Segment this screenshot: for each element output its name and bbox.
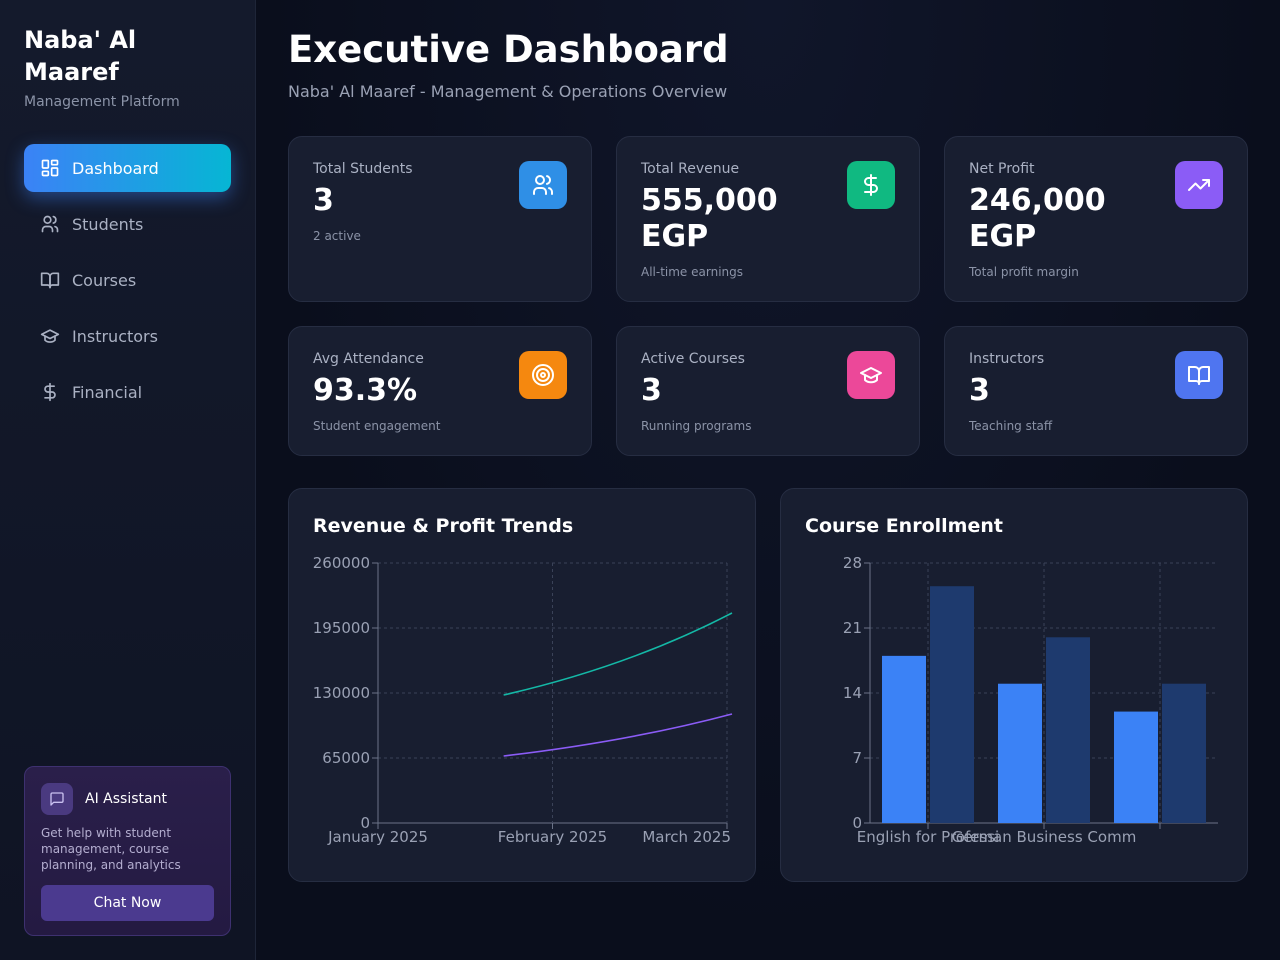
graduation-cap-icon: [40, 329, 60, 343]
stat-card-instructors: Instructors 3 Teaching staff: [944, 326, 1248, 456]
y-tick-label: 28: [843, 554, 862, 572]
sidebar-item-courses[interactable]: Courses: [24, 256, 231, 304]
stat-card-avg-attendance: Avg Attendance 93.3% Student engagement: [288, 326, 592, 456]
target-icon: [519, 351, 567, 399]
y-tick-label: 260000: [313, 554, 370, 572]
ai-assistant-header: AI Assistant: [41, 783, 214, 815]
graduation-cap-icon: [847, 351, 895, 399]
page-subtitle: Naba' Al Maaref - Management & Operation…: [288, 82, 728, 101]
x-tick-label: March 2025: [642, 828, 731, 846]
sidebar: Naba' Al Maaref Management Platform Dash…: [0, 0, 256, 960]
bar: [1162, 683, 1206, 823]
series-line-1: [503, 713, 733, 757]
stat-note: All-time earnings: [641, 265, 744, 279]
book-icon: [40, 272, 60, 289]
sidebar-item-label: Instructors: [72, 326, 158, 346]
sidebar-item-dashboard[interactable]: Dashboard: [24, 144, 231, 192]
stat-value: 246,000 EGP: [969, 183, 1106, 254]
sidebar-item-instructors[interactable]: Instructors: [24, 312, 231, 360]
course-enrollment-chart-card: Course Enrollment 0 7 14 21 28 English for Pr…: [780, 488, 1248, 882]
stat-note: Total profit margin: [969, 265, 1079, 279]
page-title: Executive Dashboard: [288, 28, 729, 71]
stat-note: Teaching staff: [969, 419, 1053, 433]
stat-value: 555,000 EGP: [641, 183, 778, 254]
stat-card-total-revenue: Total Revenue 555,000 EGP All-time earni…: [616, 136, 920, 302]
ai-assistant-title: AI Assistant: [85, 791, 167, 807]
x-tick-label: January 2025: [327, 828, 428, 846]
dollar-icon: [44, 382, 56, 402]
stat-label: Instructors: [969, 351, 1045, 367]
sidebar-item-financial[interactable]: Financial: [24, 368, 231, 416]
dollar-icon: [847, 161, 895, 209]
sidebar-item-label: Students: [72, 214, 144, 234]
x-tick-label: German Business Comm: [952, 828, 1137, 846]
stat-card-total-students: Total Students 3 2 active: [288, 136, 592, 302]
main-content: Executive Dashboard Naba' Al Maaref - Ma…: [256, 0, 1280, 960]
chart-title: Revenue & Profit Trends: [313, 515, 574, 537]
chat-icon: [41, 783, 73, 815]
stat-label: Total Revenue: [641, 161, 740, 177]
sidebar-nav: Dashboard Students Courses Instructors F…: [24, 144, 231, 424]
bar: [1046, 637, 1090, 823]
sidebar-item-label: Courses: [72, 270, 137, 290]
sidebar-item-students[interactable]: Students: [24, 200, 231, 248]
stat-note: Student engagement: [313, 419, 441, 433]
series-line-0: [503, 612, 733, 696]
brand-title: Naba' Al Maaref: [24, 26, 137, 86]
users-icon: [41, 215, 59, 233]
y-tick-label: 130000: [313, 684, 370, 702]
trending-up-icon: [1175, 161, 1223, 209]
sidebar-item-label: Dashboard: [72, 158, 159, 178]
book-icon: [1175, 351, 1223, 399]
brand-subtitle: Management Platform: [24, 94, 180, 110]
x-tick-label: English for Professi: [857, 828, 999, 846]
y-tick-label: 14: [843, 684, 862, 702]
stat-value: 3: [313, 183, 334, 218]
revenue-profit-chart-card: Revenue & Profit Trends 0 65000 130000 1950…: [288, 488, 756, 882]
ai-assistant-description: Get help with student management, course…: [41, 826, 181, 872]
stat-value: 3: [969, 373, 990, 408]
stat-card-net-profit: Net Profit 246,000 EGP Total profit marg…: [944, 136, 1248, 302]
stat-note: 2 active: [313, 229, 361, 243]
stat-value: 3: [641, 373, 662, 408]
y-tick-label: 195000: [313, 619, 370, 637]
stat-label: Net Profit: [969, 161, 1035, 177]
y-tick-label: 65000: [322, 749, 370, 767]
stat-value: 93.3%: [313, 373, 418, 408]
ai-assistant-panel: AI Assistant Get help with student manag…: [24, 766, 231, 936]
y-tick-label: 21: [843, 619, 862, 637]
x-tick-label: February 2025: [498, 828, 607, 846]
stat-label: Avg Attendance: [313, 351, 424, 367]
stat-note: Running programs: [641, 419, 752, 433]
chat-now-button[interactable]: Chat Now: [41, 885, 214, 921]
brand: Naba' Al Maaref Management Platform: [24, 24, 224, 110]
dashboard-icon: [41, 159, 59, 177]
bar: [998, 683, 1042, 823]
bar: [930, 586, 974, 823]
bar: [1114, 711, 1158, 823]
revenue-profit-line-chart: 0 65000 130000 195000 260000 January 2025 Febr…: [313, 554, 733, 846]
y-tick-label: 0: [852, 814, 862, 832]
chart-title: Course Enrollment: [805, 515, 1003, 537]
stat-label: Active Courses: [641, 351, 745, 367]
y-tick-label: 7: [852, 749, 862, 767]
sidebar-item-label: Financial: [72, 382, 143, 402]
bar: [882, 655, 926, 823]
y-tick-label: 0: [360, 814, 370, 832]
stat-label: Total Students: [313, 161, 413, 177]
stat-card-active-courses: Active Courses 3 Running programs: [616, 326, 920, 456]
users-icon: [519, 161, 567, 209]
